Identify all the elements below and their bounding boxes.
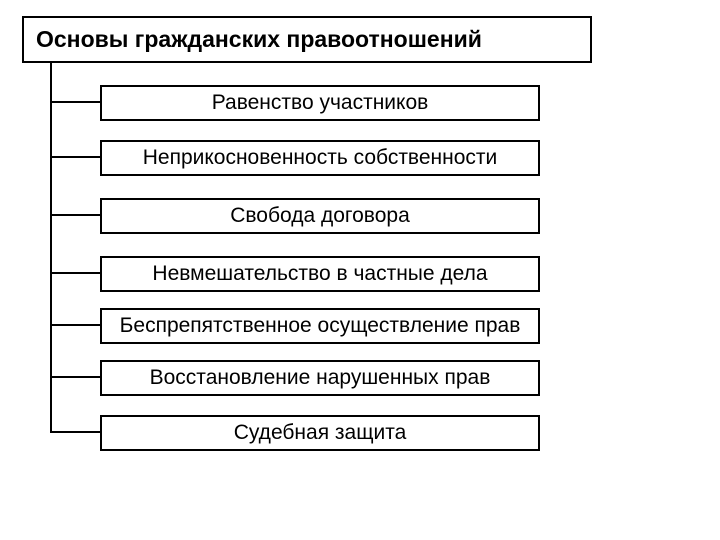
item-box: Судебная защита (100, 415, 540, 451)
item-box: Невмешательство в частные дела (100, 256, 540, 292)
branch-line (50, 272, 100, 274)
item-label: Невмешательство в частные дела (152, 262, 487, 285)
diagram-title-box: Основы гражданских правоотношений (22, 16, 592, 63)
diagram-title: Основы гражданских правоотношений (36, 26, 482, 52)
item-box: Равенство участников (100, 85, 540, 121)
branch-line (50, 214, 100, 216)
branch-line (50, 156, 100, 158)
item-label: Равенство участников (212, 91, 429, 114)
item-label: Неприкосновенность собственности (143, 146, 498, 169)
branch-line (50, 431, 100, 433)
branch-line (50, 376, 100, 378)
item-box: Свобода договора (100, 198, 540, 234)
item-box: Беспрепятственное осуществление прав (100, 308, 540, 344)
diagram-container: Основы гражданских правоотношений Равенс… (0, 0, 720, 540)
item-box: Неприкосновенность собственности (100, 140, 540, 176)
item-label: Судебная защита (234, 421, 407, 444)
item-label: Свобода договора (230, 204, 410, 227)
branch-line (50, 101, 100, 103)
item-box: Восстановление нарушенных прав (100, 360, 540, 396)
item-label: Беспрепятственное осуществление прав (120, 314, 521, 337)
branch-line (50, 324, 100, 326)
item-label: Восстановление нарушенных прав (150, 366, 491, 389)
